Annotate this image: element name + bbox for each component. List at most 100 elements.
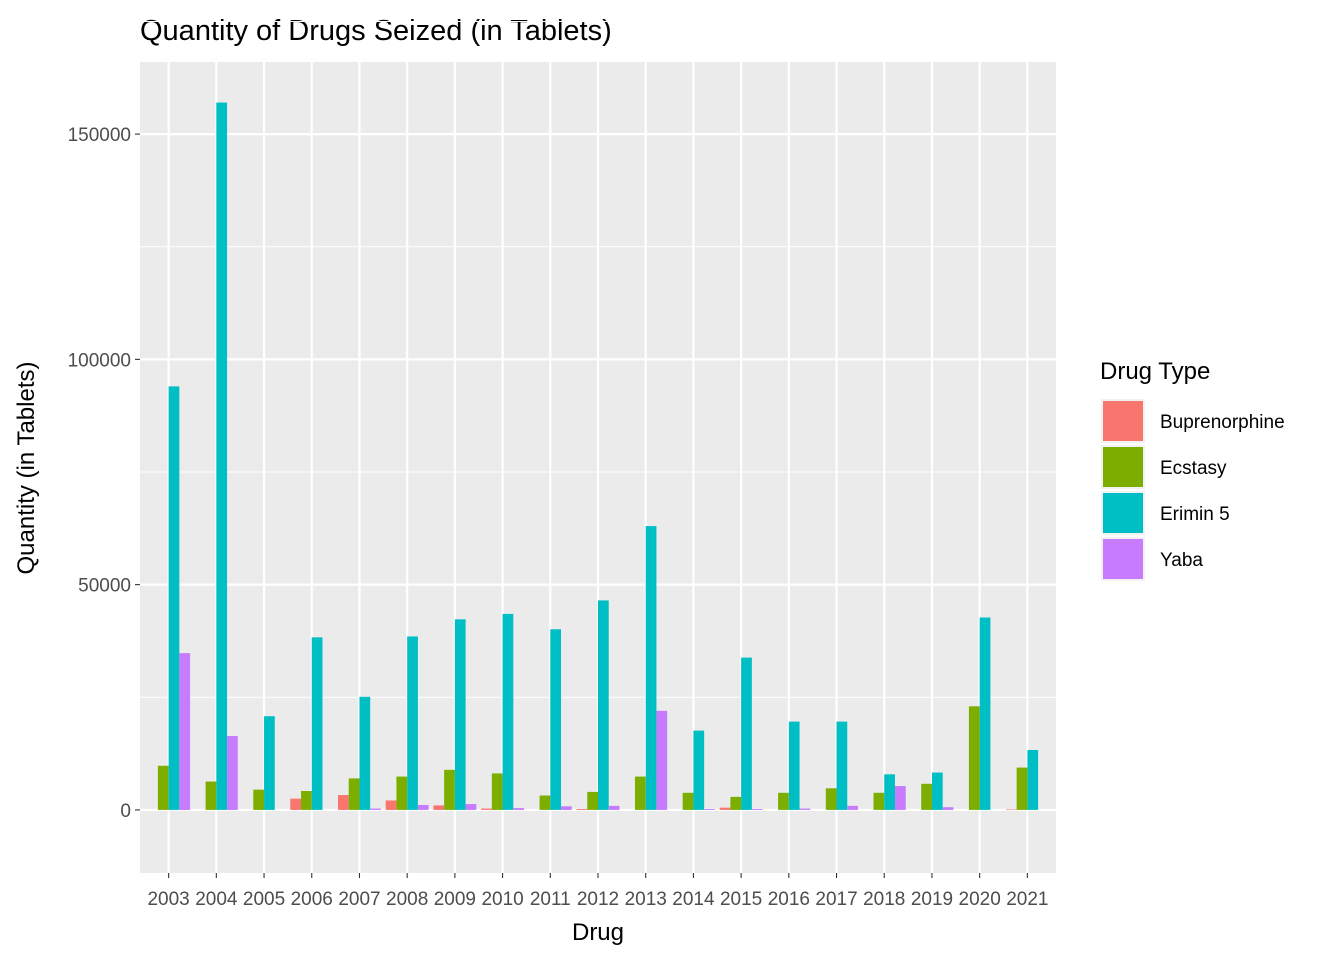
bar-ecstasy-2015 — [730, 796, 742, 810]
x-tick-label: 2003 — [147, 889, 189, 910]
legend-swatch-ecstasy — [1103, 447, 1143, 487]
x-tick-label: 2006 — [291, 889, 333, 910]
bar-erimin-5-2009 — [454, 619, 466, 810]
x-axis-ticks: 2003 2004 2005 2006 2007 2008 2009 2010 2011 2012… — [147, 873, 1049, 910]
bar-yaba-2003 — [179, 653, 191, 810]
bar-buprenorphine-2010 — [481, 808, 492, 810]
bar-ecstasy-2006 — [301, 791, 312, 810]
x-tick-label: 2005 — [243, 889, 285, 910]
bar-erimin-5-2017 — [836, 721, 848, 810]
y-tick-label: 50000 — [78, 576, 131, 597]
bar-erimin-5-2010 — [502, 613, 514, 810]
x-tick-label: 2015 — [720, 889, 762, 910]
bar-ecstasy-2014 — [682, 792, 694, 810]
bar-ecstasy-2008 — [396, 776, 408, 810]
bar-yaba-2013 — [656, 710, 668, 810]
x-tick-label: 2007 — [338, 889, 380, 910]
bar-yaba-2009 — [465, 804, 477, 810]
bar-yaba-2010 — [513, 808, 525, 810]
legend-label: Buprenorphine — [1160, 412, 1285, 433]
bar-ecstasy-2016 — [778, 792, 789, 810]
legend: Drug Type Buprenorphine Ecstasy Erimin 5 Ya… — [1100, 358, 1285, 581]
bar-buprenorphine-2007 — [337, 795, 349, 810]
bar-yaba-2012 — [608, 805, 620, 810]
x-tick-label: 2012 — [577, 889, 619, 910]
legend-swatch-buprenorphine — [1103, 401, 1143, 441]
bar-erimin-5-2003 — [168, 386, 180, 810]
bar-erimin-5-2004 — [216, 102, 228, 810]
bar-ecstasy-2021 — [1016, 767, 1028, 810]
bar-erimin-5-2021 — [1027, 750, 1039, 810]
bar-yaba-2016 — [799, 808, 811, 810]
x-axis-title: Drug — [572, 919, 624, 946]
x-tick-label: 2016 — [768, 889, 810, 910]
bar-buprenorphine-2012 — [576, 809, 588, 810]
chart-title: Quantity of Drugs Seized (in Tablets) — [140, 15, 612, 47]
bar-ecstasy-2003 — [157, 765, 169, 810]
bar-ecstasy-2018 — [873, 792, 885, 810]
x-tick-label: 2004 — [195, 889, 238, 910]
y-tick-label: 100000 — [68, 350, 131, 371]
bar-ecstasy-2019 — [921, 783, 932, 810]
legend-label: Yaba — [1160, 550, 1203, 571]
legend-label: Ecstasy — [1160, 458, 1227, 479]
bar-erimin-5-2007 — [359, 696, 371, 810]
bar-erimin-5-2006 — [311, 637, 323, 810]
x-tick-label: 2014 — [672, 889, 715, 910]
bar-ecstasy-2020 — [968, 706, 980, 810]
bar-buprenorphine-2021 — [1005, 809, 1017, 811]
x-tick-label: 2010 — [481, 889, 523, 910]
y-tick-label: 0 — [120, 801, 131, 822]
bar-yaba-2011 — [561, 806, 572, 810]
bars — [157, 102, 1039, 811]
x-tick-label: 2008 — [386, 889, 428, 910]
x-tick-label: 2018 — [863, 889, 905, 910]
legend-title: Drug Type — [1100, 358, 1210, 385]
bar-buprenorphine-2006 — [290, 798, 302, 810]
bar-yaba-2019 — [942, 807, 954, 810]
bar-erimin-5-2012 — [598, 600, 609, 810]
x-tick-label: 2020 — [959, 889, 1001, 910]
y-tick-label: 150000 — [68, 125, 131, 146]
y-axis-title: Quantity (in Tablets) — [13, 362, 40, 575]
bar-ecstasy-2010 — [491, 773, 503, 810]
x-tick-label: 2021 — [1006, 889, 1048, 910]
bar-ecstasy-2007 — [348, 778, 360, 810]
bar-yaba-2008 — [417, 804, 429, 810]
bar-yaba-2018 — [894, 786, 906, 810]
bar-yaba-2015 — [751, 809, 763, 810]
bar-ecstasy-2011 — [539, 795, 551, 810]
bar-yaba-2007 — [370, 808, 381, 810]
y-axis-ticks: 0 50000 100000 150000 — [68, 125, 140, 822]
bar-erimin-5-2018 — [884, 774, 895, 810]
x-tick-label: 2013 — [625, 889, 667, 910]
bar-yaba-2017 — [847, 805, 859, 810]
bar-ecstasy-2013 — [634, 776, 646, 810]
x-tick-label: 2017 — [815, 889, 857, 910]
legend-swatch-erimin-5 — [1103, 493, 1143, 533]
bar-yaba-2014 — [704, 809, 715, 810]
bar-yaba-2004 — [227, 736, 238, 810]
bar-ecstasy-2004 — [205, 781, 217, 810]
bar-buprenorphine-2008 — [385, 800, 397, 810]
bar-erimin-5-2015 — [741, 657, 752, 810]
bar-erimin-5-2011 — [550, 629, 562, 810]
x-tick-label: 2009 — [434, 889, 476, 910]
bar-buprenorphine-2015 — [719, 807, 731, 810]
legend-label: Erimin 5 — [1160, 504, 1230, 525]
bar-erimin-5-2005 — [264, 716, 275, 810]
legend-swatch-yaba — [1103, 539, 1143, 579]
bar-erimin-5-2014 — [693, 730, 705, 810]
bar-erimin-5-2008 — [407, 636, 418, 810]
x-tick-label: 2011 — [530, 889, 571, 910]
bar-ecstasy-2005 — [253, 789, 265, 810]
bar-erimin-5-2020 — [979, 617, 991, 810]
bar-ecstasy-2017 — [825, 788, 837, 810]
bar-erimin-5-2016 — [788, 721, 800, 810]
bar-ecstasy-2009 — [444, 769, 455, 810]
bar-ecstasy-2012 — [587, 791, 598, 810]
bar-erimin-5-2013 — [645, 526, 657, 810]
bar-erimin-5-2019 — [931, 772, 943, 810]
x-tick-label: 2019 — [911, 889, 953, 910]
